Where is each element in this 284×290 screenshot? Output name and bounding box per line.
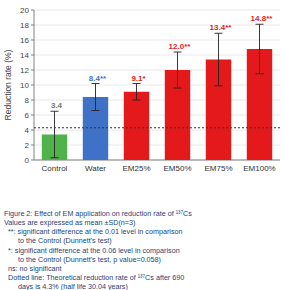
- y-axis-label: Reduction rate (%): [3, 49, 13, 120]
- error-cap: [256, 24, 264, 25]
- x-axis: [34, 160, 280, 161]
- tick-mark: [31, 100, 34, 101]
- grid-line: [34, 115, 280, 116]
- data-label: 14.8**: [251, 14, 274, 23]
- category-label: EM25%: [122, 164, 150, 173]
- category-label: Water: [85, 164, 106, 173]
- grid-line: [34, 55, 280, 56]
- tick-mark: [31, 130, 34, 131]
- plot-marks: [34, 24, 280, 160]
- tick-label: 18: [20, 21, 29, 30]
- error-line: [259, 24, 260, 74]
- error-cap: [174, 88, 182, 89]
- caption-line: Values are expressed as mean ±SD(n=3): [4, 218, 135, 227]
- tick-mark: [31, 55, 34, 56]
- tick-label: 8: [25, 96, 30, 105]
- tick-label: 12: [20, 66, 29, 75]
- reference-line: [34, 127, 280, 128]
- caption-line: days is 4.3% (half life 30.04 years): [18, 282, 128, 290]
- data-label: 8.4**: [89, 74, 107, 83]
- caption-line: *: significant difference at the 0.06 le…: [8, 246, 180, 255]
- error-line: [54, 111, 55, 158]
- bar: [124, 92, 149, 160]
- error-line: [218, 33, 219, 86]
- caption-line: ns: no significant: [8, 264, 62, 273]
- tick-label: 14: [20, 51, 29, 60]
- error-cap: [133, 100, 141, 101]
- tick-mark: [31, 70, 34, 71]
- error-cap: [92, 83, 100, 84]
- error-line: [177, 52, 178, 88]
- error-bar: [174, 52, 182, 88]
- tick-label: 2: [25, 141, 30, 150]
- tick-mark: [31, 85, 34, 86]
- grid-line: [34, 85, 280, 86]
- tick-mark: [31, 145, 34, 146]
- tick-label: 10: [20, 81, 29, 90]
- chart: 0 2 4 6 8 10 12 14 16 18 20 Reduction rate (%) 3.4 Co…: [0, 0, 284, 290]
- tick-mark: [31, 40, 34, 41]
- y-axis: [34, 10, 35, 160]
- error-bar: [51, 111, 59, 158]
- data-label: 9.1*: [131, 74, 146, 83]
- error-cap: [215, 85, 223, 86]
- tick-mark: [31, 25, 34, 26]
- data-label: 13.4**: [210, 23, 233, 32]
- error-cap: [215, 33, 223, 34]
- error-cap: [256, 73, 264, 74]
- tick-mark: [31, 10, 34, 11]
- error-cap: [133, 83, 141, 84]
- caption-line: to the Control (Dunnett's test): [18, 236, 112, 245]
- tick-label: 4: [25, 126, 30, 135]
- data-label: 12.0**: [169, 42, 192, 51]
- category-label: Control: [42, 164, 68, 173]
- tick-label: 16: [20, 36, 29, 45]
- category-label: EM50%: [163, 164, 191, 173]
- error-line: [95, 84, 96, 111]
- grid-line: [34, 70, 280, 71]
- category-label: EM75%: [204, 164, 232, 173]
- error-cap: [51, 157, 59, 158]
- tick-mark: [31, 160, 34, 161]
- grid-line: [34, 145, 280, 146]
- data-label: 3.4: [51, 101, 63, 110]
- error-bar: [133, 84, 141, 101]
- caption-line: **: significant difference at the 0.01 l…: [8, 227, 182, 236]
- error-cap: [92, 110, 100, 111]
- error-cap: [51, 111, 59, 112]
- grid-line: [34, 25, 280, 26]
- error-bar: [256, 24, 264, 74]
- caption-line: to the Control (Dunnett's test, p value=…: [18, 255, 161, 264]
- grid-line: [34, 40, 280, 41]
- grid-line: [34, 10, 280, 11]
- grid-line: [34, 160, 280, 161]
- tick-label: 20: [20, 6, 29, 15]
- caption-line: Figure 2: Effect of EM application on re…: [4, 209, 192, 218]
- error-cap: [174, 52, 182, 53]
- error-line: [136, 84, 137, 101]
- tick-label: 6: [25, 111, 30, 120]
- error-bar: [215, 33, 223, 86]
- grid-line: [34, 100, 280, 101]
- tick-label: 0: [25, 156, 30, 165]
- tick-mark: [31, 115, 34, 116]
- caption-line: Dotted line: Theoretical reduction rate …: [8, 273, 184, 282]
- grid-line: [34, 130, 280, 131]
- error-bar: [92, 84, 100, 111]
- category-label: EM100%: [243, 164, 275, 173]
